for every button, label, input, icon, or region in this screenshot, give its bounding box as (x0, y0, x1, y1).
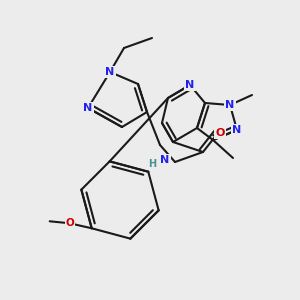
Text: O: O (65, 218, 74, 228)
Text: N: N (185, 80, 195, 90)
Text: N: N (83, 103, 93, 113)
Text: N: N (160, 155, 169, 165)
Text: N: N (225, 100, 235, 110)
Text: N: N (232, 125, 242, 135)
Text: H: H (148, 159, 156, 169)
Text: N: N (105, 67, 115, 77)
Text: O: O (215, 128, 225, 138)
